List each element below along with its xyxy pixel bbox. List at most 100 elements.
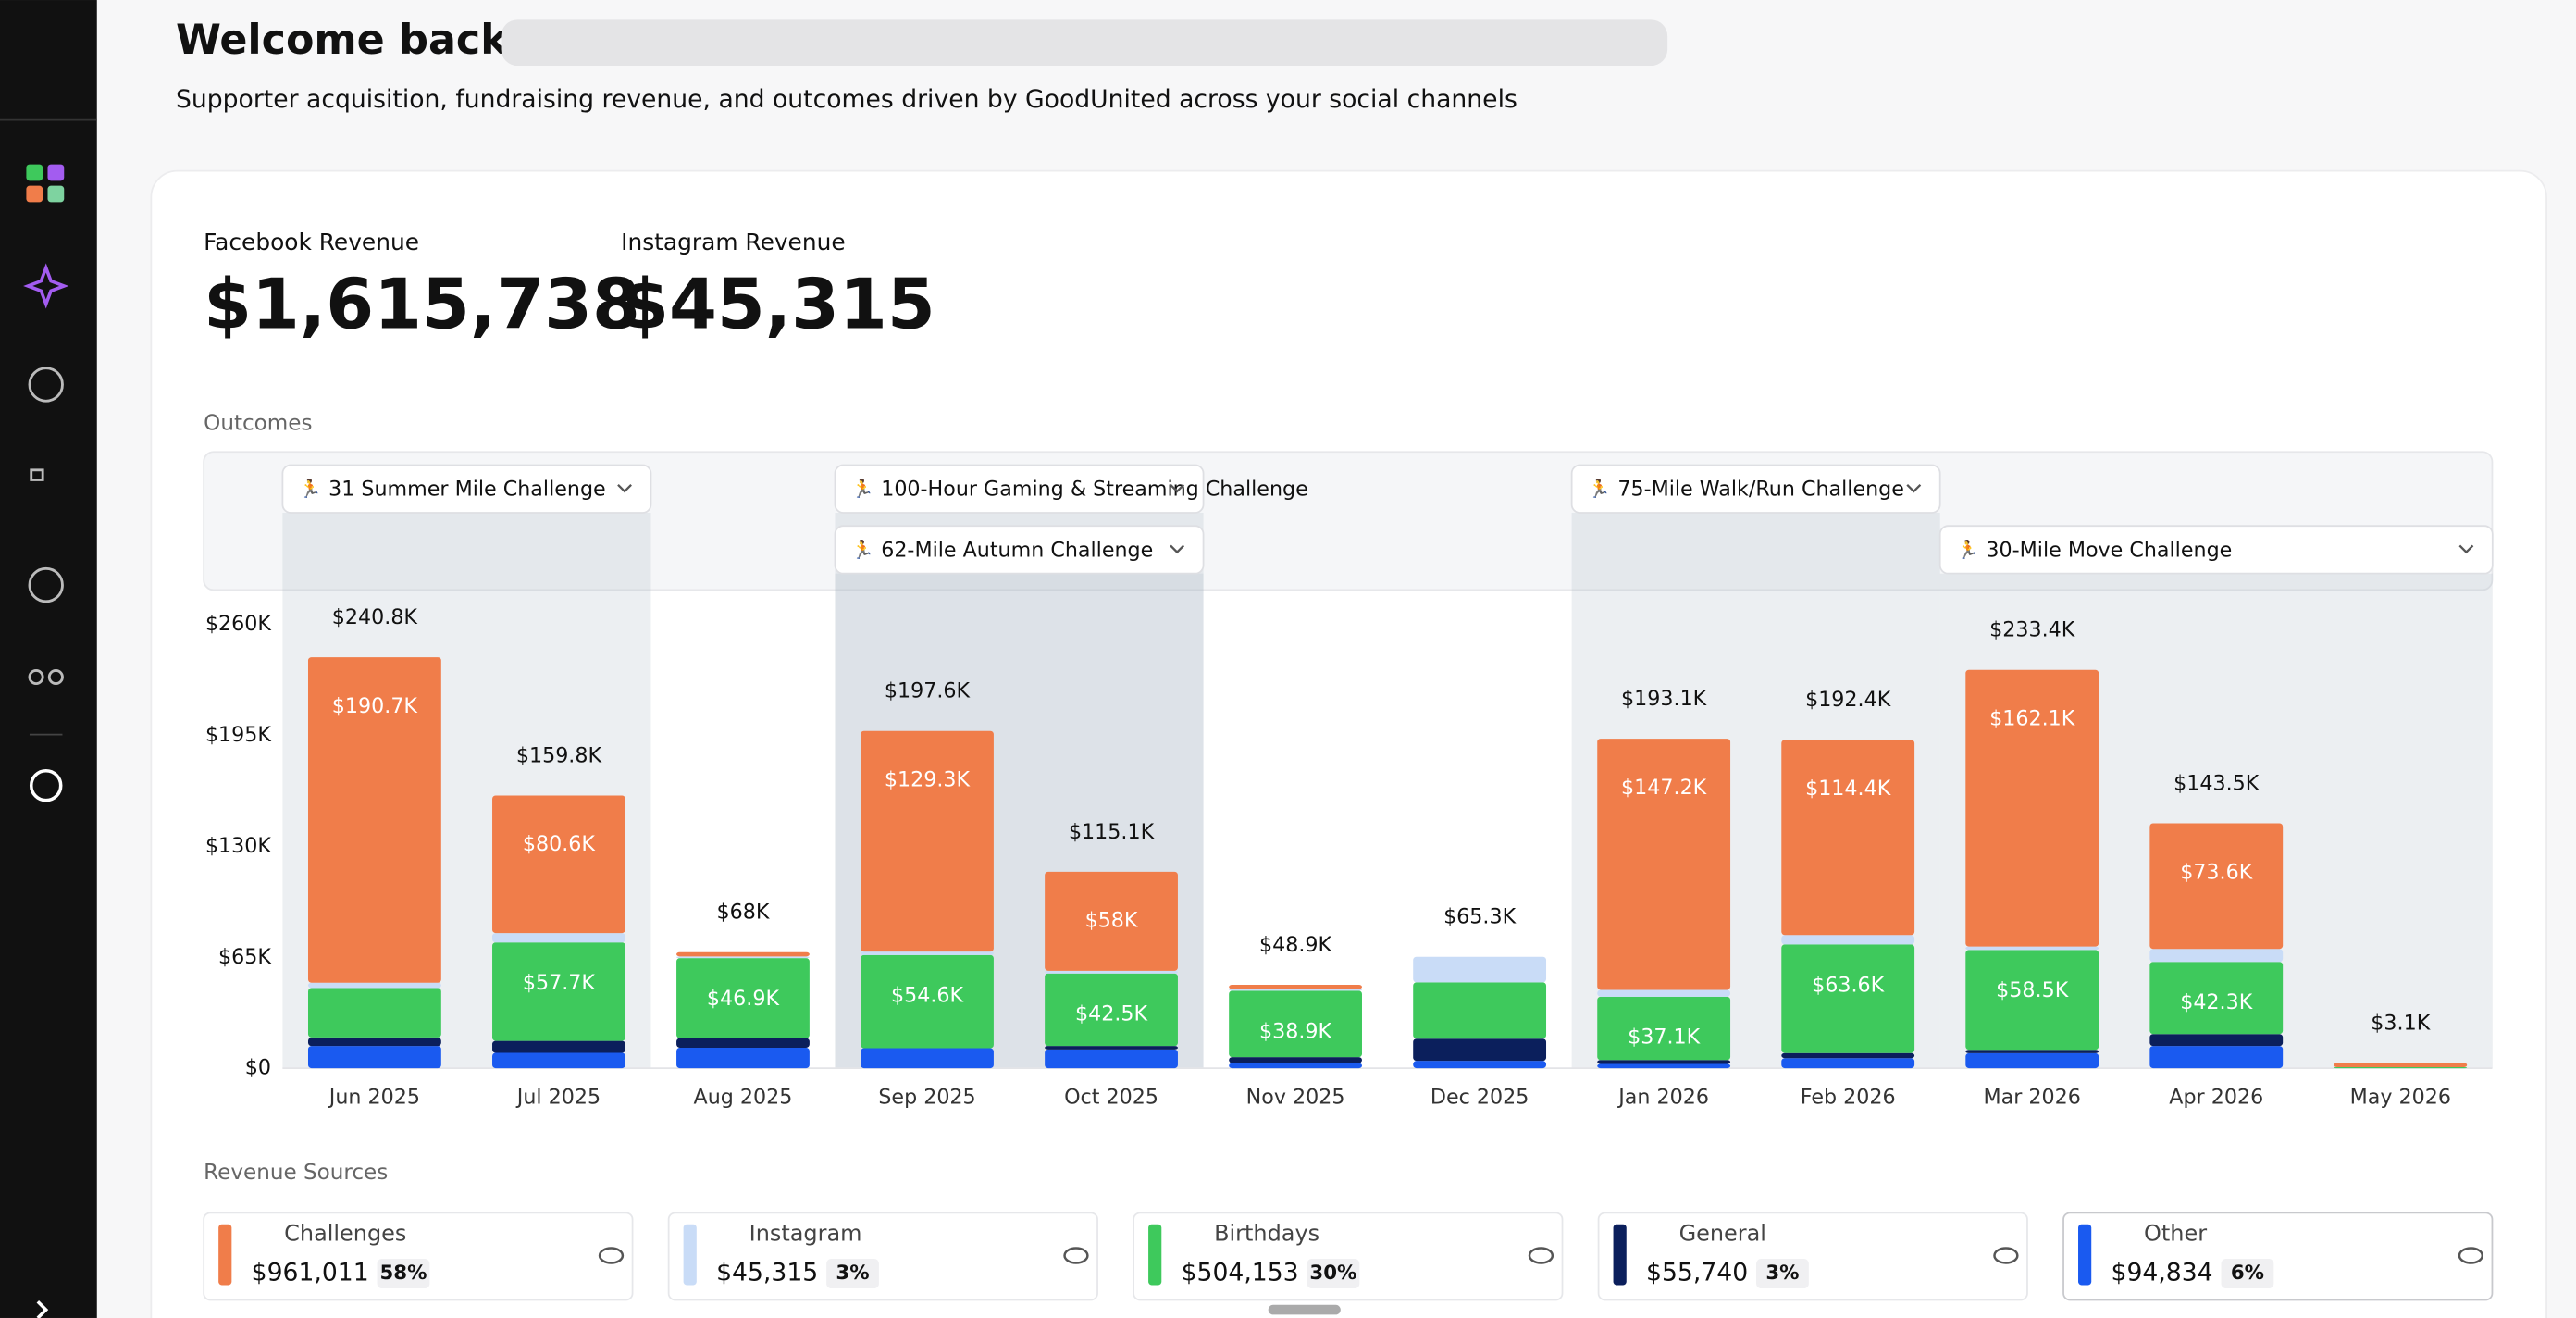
campaign-name: 100-Hour Gaming & Streaming Challenge — [881, 478, 1308, 502]
scrollbar — [1268, 1304, 1341, 1315]
source-share: 3% — [1765, 1262, 1799, 1285]
bar-segment — [1413, 982, 1547, 1039]
total-label: $240.8K — [332, 605, 419, 629]
chevron — [1170, 544, 1185, 554]
nav-team-2[interactable] — [47, 669, 64, 686]
nav-supporters[interactable] — [28, 367, 64, 403]
bar-segment — [1781, 944, 1915, 1053]
campaign-dropdown[interactable] — [1570, 464, 1941, 514]
total-label: $197.6K — [885, 679, 972, 703]
bar-segment — [492, 1040, 625, 1053]
source-share: 58% — [379, 1262, 427, 1285]
x-tick-label: Nov 2025 — [1246, 1086, 1345, 1110]
source-card[interactable] — [667, 1212, 1098, 1301]
data-label: $162.1K — [1989, 707, 2076, 731]
bar-segment — [492, 795, 625, 934]
total-label: $159.8K — [516, 743, 603, 767]
campaign-name: 75-Mile Walk/Run Challenge — [1617, 478, 1904, 502]
source-swatch — [2078, 1224, 2092, 1286]
source-share: 3% — [836, 1262, 869, 1285]
source-swatch — [1613, 1224, 1627, 1286]
toggle-visibility[interactable] — [1993, 1247, 2019, 1264]
y-tick-label: $260K — [205, 612, 272, 636]
data-label: $42.5K — [1075, 1002, 1149, 1026]
bar-segment — [2149, 1046, 2284, 1069]
total-label: $193.1K — [1621, 687, 1708, 711]
blurred-name — [501, 19, 1668, 67]
data-label: $54.6K — [891, 984, 965, 1008]
nav-expand[interactable] — [36, 1299, 49, 1318]
source-swatch — [683, 1224, 697, 1286]
source-name: Birthdays — [1214, 1220, 1319, 1246]
data-label: $80.6K — [523, 832, 597, 856]
campaign-name: 62-Mile Autumn Challenge — [881, 538, 1153, 562]
total-label: $192.4K — [1805, 688, 1892, 712]
bar-segment — [2149, 962, 2284, 1035]
nav-ai[interactable] — [23, 263, 69, 309]
nav-team[interactable] — [28, 669, 44, 686]
toggle-visibility[interactable] — [1528, 1247, 1554, 1264]
bar-segment — [1413, 956, 1547, 983]
source-card[interactable] — [2062, 1212, 2494, 1301]
bar-segment — [676, 1038, 810, 1048]
bar-segment — [861, 730, 994, 952]
campaign-dropdown[interactable] — [834, 464, 1205, 514]
bar-segment — [492, 942, 625, 1041]
chevron — [2458, 544, 2474, 554]
source-card[interactable] — [1133, 1212, 1564, 1301]
nav-dashboard[interactable] — [26, 164, 65, 203]
source-card[interactable] — [1597, 1212, 2028, 1301]
x-tick-label: Dec 2025 — [1430, 1086, 1529, 1110]
bar-segment — [1229, 1057, 1362, 1063]
campaign-dropdown[interactable] — [834, 525, 1205, 575]
y-tick-label: $195K — [205, 723, 272, 747]
bar-segment — [1045, 1049, 1178, 1069]
page-title: Welcome back, — [176, 17, 524, 64]
bar-segment — [1965, 1052, 2099, 1069]
x-tick-label: Aug 2025 — [694, 1086, 793, 1110]
bar-segment — [307, 1037, 441, 1047]
bar-segment — [1597, 1063, 1731, 1069]
source-value: $504,153 — [1182, 1259, 1299, 1287]
x-tick-label: Jan 2026 — [1616, 1086, 1709, 1110]
toggle-visibility[interactable] — [1063, 1247, 1089, 1264]
source-card[interactable] — [203, 1212, 634, 1301]
y-tick-label: $0 — [245, 1056, 271, 1080]
source-name: Instagram — [749, 1220, 862, 1246]
source-share: 6% — [2231, 1262, 2264, 1285]
data-label: $147.2K — [1621, 776, 1708, 800]
toggle-visibility[interactable] — [2458, 1247, 2484, 1264]
sidebar — [0, 0, 97, 1318]
bar-segment — [2149, 949, 2284, 963]
nav-settings[interactable] — [29, 768, 63, 802]
data-label: $190.7K — [332, 694, 419, 718]
campaign-icon: 🏃 — [299, 479, 321, 500]
bar-segment — [1597, 989, 1731, 997]
campaign-dropdown[interactable] — [1938, 525, 2494, 575]
bar-segment — [492, 933, 625, 943]
bar-segment — [1965, 669, 2099, 947]
bar-segment — [1229, 988, 1362, 991]
data-label: $58K — [1085, 909, 1139, 933]
bar-segment — [1229, 990, 1362, 1058]
bar-segment — [1413, 1061, 1547, 1069]
share-badge — [1756, 1259, 1809, 1289]
data-label: $114.4K — [1805, 777, 1892, 801]
bar-segment — [1781, 740, 1915, 936]
bar-segment — [2334, 1066, 2468, 1069]
nav-flows[interactable] — [30, 468, 44, 481]
x-tick-label: Oct 2025 — [1064, 1086, 1158, 1110]
y-tick-label: $130K — [205, 834, 272, 858]
page-subtitle: Supporter acquisition, fundraising reven… — [176, 85, 1517, 114]
nav-revenue[interactable] — [28, 566, 64, 603]
toggle-visibility[interactable] — [598, 1247, 625, 1264]
x-tick-label: Jun 2025 — [328, 1086, 420, 1110]
source-name: General — [1679, 1220, 1766, 1246]
source-swatch — [1148, 1224, 1162, 1286]
x-tick-label: Mar 2026 — [1984, 1086, 2081, 1110]
total-label: $65.3K — [1443, 905, 1517, 929]
campaign-icon: 🏃 — [851, 539, 873, 560]
campaign-dropdown[interactable] — [281, 464, 652, 514]
bar-segment — [1413, 1038, 1547, 1062]
